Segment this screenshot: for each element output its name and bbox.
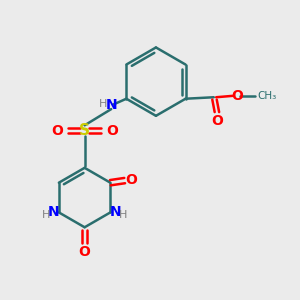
Text: N: N	[110, 205, 122, 219]
Text: H: H	[42, 210, 51, 220]
Text: H: H	[98, 99, 107, 109]
Text: O: O	[231, 89, 243, 103]
Text: O: O	[79, 245, 91, 259]
Text: O: O	[51, 124, 63, 138]
Text: O: O	[106, 124, 118, 138]
Text: O: O	[211, 114, 223, 128]
Text: O: O	[125, 173, 137, 187]
Text: N: N	[106, 98, 117, 112]
Text: N: N	[48, 205, 59, 219]
Text: H: H	[118, 210, 127, 220]
Text: CH₃: CH₃	[257, 91, 276, 101]
Text: S: S	[79, 123, 90, 138]
